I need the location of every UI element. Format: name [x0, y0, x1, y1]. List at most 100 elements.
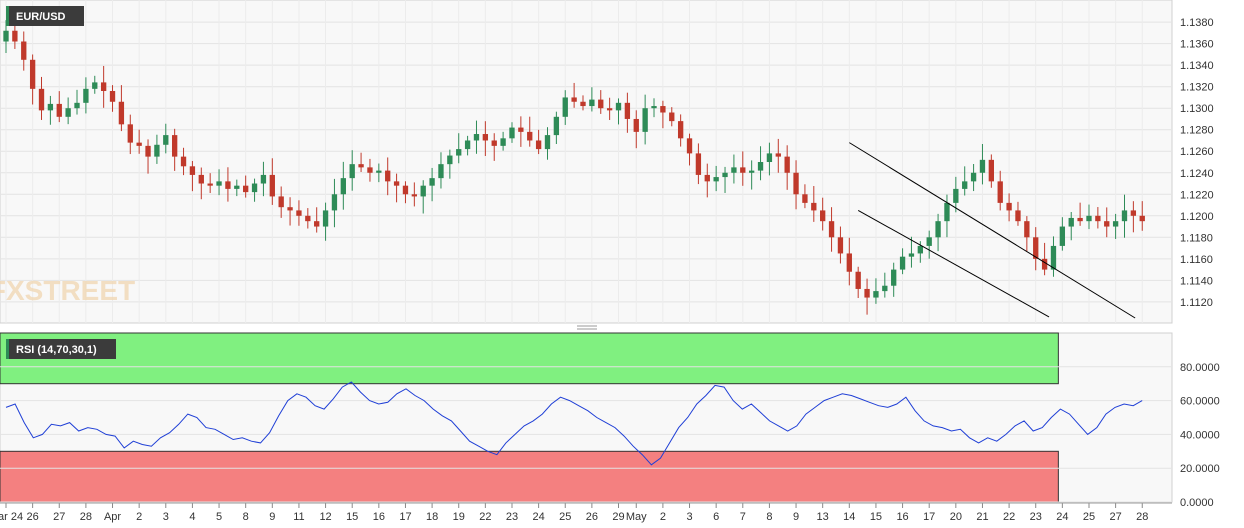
- candle-body: [340, 178, 346, 195]
- candle-body: [633, 118, 639, 132]
- price-tick-label: 1.1300: [1180, 103, 1214, 115]
- time-tick-label: 8: [766, 511, 772, 523]
- price-tick-label: 1.1260: [1180, 146, 1214, 158]
- price-plot-area: [0, 0, 1173, 324]
- candle-body: [464, 140, 471, 150]
- time-tick-label: Apr: [104, 511, 121, 523]
- time-tick-label: 29: [612, 511, 624, 523]
- candle-body: [358, 164, 364, 168]
- candle-body: [207, 183, 213, 186]
- time-tick-label: 25: [559, 511, 571, 523]
- rsi-tick-label: 80.0000: [1180, 362, 1220, 374]
- candle-body: [456, 149, 462, 156]
- candle-body: [553, 116, 560, 136]
- candle-body: [624, 102, 631, 119]
- candle-body: [385, 170, 391, 182]
- candle-body: [979, 159, 986, 173]
- rsi-axis: 80.0000 60.0000 40.0000 20.0000 0.0000: [1180, 362, 1220, 509]
- candle-body: [251, 183, 258, 193]
- candle-body: [606, 108, 613, 111]
- price-axis: 1.1380 1.1360 1.1340 1.1320 1.1300 1.1280 1.12…: [1180, 17, 1214, 309]
- candle-body: [1139, 215, 1145, 222]
- candle-body: [234, 185, 240, 189]
- candle-body: [29, 59, 36, 89]
- trendline: [849, 142, 1136, 319]
- candle-body: [651, 106, 657, 109]
- candle-body: [21, 41, 27, 60]
- candle-body: [1130, 210, 1137, 216]
- candle-body: [766, 153, 773, 162]
- candle-body: [935, 221, 941, 238]
- candle-body: [393, 181, 400, 186]
- candle-body: [1086, 215, 1092, 222]
- candle-body: [322, 210, 329, 227]
- candle-body: [109, 90, 116, 102]
- time-tick-label: 18: [426, 511, 438, 523]
- candle-body: [1041, 258, 1048, 270]
- candle-body: [367, 167, 373, 173]
- candle-body: [598, 99, 604, 109]
- time-tick-label: 23: [1030, 511, 1042, 523]
- candle-body: [731, 167, 737, 173]
- rsi-tag-marker: [6, 339, 9, 359]
- time-tick-label: 8: [243, 511, 249, 523]
- time-tick-label: 19: [453, 511, 465, 523]
- watermark-logo: FXSTREET: [0, 275, 135, 306]
- time-tick-label: 16: [896, 511, 908, 523]
- price-tick-label: 1.1200: [1180, 211, 1214, 223]
- symbol-tag: [6, 6, 84, 26]
- candle-body: [837, 237, 844, 254]
- candle-body: [1015, 210, 1021, 222]
- price-tick-label: 1.1180: [1180, 232, 1213, 244]
- candle-body: [47, 103, 54, 111]
- time-tick-label: 24: [1056, 511, 1068, 523]
- candle-body: [846, 253, 852, 272]
- time-tick-label: 21: [976, 511, 988, 523]
- candle-body: [438, 164, 444, 179]
- candle-body: [1121, 210, 1128, 222]
- candle-body: [802, 194, 808, 203]
- time-tick-label: 28: [80, 511, 92, 523]
- time-tick-label: 11: [293, 511, 304, 523]
- candle-body: [926, 237, 932, 246]
- price-tick-label: 1.1220: [1180, 189, 1214, 201]
- candle-body: [962, 181, 968, 189]
- time-tick-label: 22: [479, 511, 491, 523]
- candle-body: [278, 196, 284, 208]
- rsi-tick-label: 40.0000: [1180, 429, 1220, 441]
- panel-splitter[interactable]: [0, 324, 1172, 332]
- candle-body: [189, 166, 196, 175]
- candle-body: [748, 170, 755, 173]
- candle-body: [535, 140, 542, 150]
- candle-body: [864, 288, 870, 298]
- candle-body: [811, 202, 817, 211]
- candle-body: [695, 153, 702, 175]
- candle-body: [1059, 226, 1066, 246]
- candle-body: [171, 135, 178, 157]
- rsi-tick-label: 0.0000: [1180, 497, 1214, 509]
- candle-body: [429, 178, 435, 186]
- time-tick-label: 2: [136, 511, 142, 523]
- time-tick-label: 22: [1003, 511, 1015, 523]
- candle-body: [908, 253, 915, 257]
- candle-body: [970, 172, 977, 182]
- candle-body: [1050, 245, 1057, 270]
- candle-body: [118, 101, 125, 125]
- candle-body: [988, 159, 995, 182]
- candle-body: [704, 174, 710, 182]
- candle-body: [163, 135, 169, 145]
- candle-body: [917, 245, 923, 254]
- price-tick-label: 1.1240: [1180, 168, 1214, 180]
- candle-body: [899, 256, 906, 270]
- time-tick-label: 15: [870, 511, 882, 523]
- candle-body: [1112, 221, 1119, 227]
- candle-body: [180, 156, 187, 167]
- time-tick-label: May: [626, 511, 647, 523]
- candle-body: [287, 207, 293, 211]
- time-tick-label: 20: [950, 511, 962, 523]
- time-tick-label: 12: [319, 511, 331, 523]
- candlesticks: [3, 20, 1145, 315]
- time-tick-label: 13: [817, 511, 829, 523]
- candle-body: [891, 269, 897, 286]
